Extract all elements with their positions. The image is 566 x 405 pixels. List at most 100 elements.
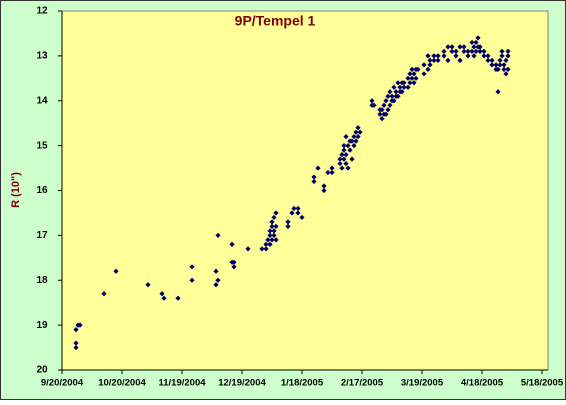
x-tick-label: 5/18/2005 <box>521 378 564 389</box>
data-point <box>453 48 459 54</box>
data-point <box>299 214 305 221</box>
data-point <box>385 93 391 99</box>
data-point <box>409 66 415 72</box>
data-point <box>369 98 375 104</box>
data-point <box>351 143 357 149</box>
data-point <box>395 93 401 99</box>
data-point <box>387 89 393 95</box>
data-point <box>311 174 317 180</box>
data-point <box>311 178 317 185</box>
x-tick-label: 10/20/2004 <box>98 378 146 389</box>
data-point <box>271 232 277 238</box>
data-point <box>401 84 407 90</box>
data-point <box>113 268 119 274</box>
x-tick-label: 9/20/2004 <box>41 378 84 389</box>
data-point <box>379 116 385 122</box>
data-point <box>475 35 481 41</box>
data-point <box>405 75 411 81</box>
data-point <box>395 80 401 86</box>
x-tick-label: 2/17/2005 <box>341 378 384 389</box>
x-tick-label: 4/18/2005 <box>461 378 504 389</box>
y-tick-label: 12 <box>36 6 48 17</box>
y-tick-label: 16 <box>36 185 48 196</box>
data-point <box>213 268 219 274</box>
data-point <box>405 84 411 90</box>
plot-area <box>61 10 549 371</box>
data-point <box>421 71 427 77</box>
data-point <box>273 237 279 243</box>
data-point <box>383 111 389 117</box>
data-point <box>145 282 151 288</box>
x-tick-label: 11/19/2004 <box>158 378 206 389</box>
data-point <box>389 93 395 99</box>
data-point <box>231 259 237 265</box>
data-point <box>329 165 335 171</box>
data-point <box>393 89 399 95</box>
data-point <box>493 62 499 68</box>
data-point <box>469 39 475 46</box>
data-point <box>339 152 345 158</box>
data-point <box>345 143 351 149</box>
data-point <box>427 62 433 68</box>
data-point <box>505 48 511 54</box>
data-point <box>503 57 509 63</box>
data-point <box>267 232 273 238</box>
data-point <box>489 57 495 63</box>
y-tick-label: 20 <box>36 365 48 376</box>
data-point <box>347 147 353 153</box>
data-point <box>485 57 491 63</box>
data-point <box>245 246 251 252</box>
x-tick-label: 12/19/2004 <box>218 378 266 389</box>
data-point <box>449 48 455 54</box>
data-point <box>269 219 275 225</box>
data-point <box>481 48 487 54</box>
data-point <box>73 344 79 351</box>
data-point <box>501 66 507 72</box>
y-tick-label: 13 <box>36 51 48 62</box>
data-point <box>291 205 297 212</box>
data-point <box>391 98 397 104</box>
data-point <box>343 134 349 140</box>
data-point <box>265 237 271 243</box>
data-point <box>383 98 389 104</box>
data-point <box>339 165 345 171</box>
data-point <box>411 80 417 86</box>
data-point <box>431 57 437 63</box>
data-point <box>343 152 349 158</box>
data-point <box>489 62 495 68</box>
y-tick-label: 17 <box>36 230 48 241</box>
y-tick-label: 18 <box>36 275 48 286</box>
data-point <box>77 322 83 328</box>
data-point <box>285 223 291 229</box>
data-point <box>271 214 277 221</box>
data-point <box>377 111 383 117</box>
data-point <box>343 160 349 167</box>
data-point <box>357 129 363 135</box>
data-point <box>73 340 79 346</box>
data-point <box>175 295 181 301</box>
data-point <box>259 246 265 252</box>
data-point <box>341 156 347 162</box>
data-point <box>471 44 477 50</box>
data-point <box>353 138 359 144</box>
data-point <box>445 44 451 50</box>
data-point <box>329 169 335 176</box>
data-point <box>461 48 467 54</box>
data-point <box>421 62 427 68</box>
data-point <box>503 71 509 77</box>
data-point <box>269 223 275 229</box>
data-point <box>453 53 459 59</box>
data-point <box>349 138 355 144</box>
data-point <box>295 210 301 216</box>
data-point <box>337 156 343 162</box>
data-point <box>189 277 195 283</box>
data-point <box>497 57 503 63</box>
data-point <box>159 291 165 297</box>
data-point <box>353 129 359 135</box>
data-point <box>457 44 463 50</box>
data-point <box>457 57 463 63</box>
data-point <box>465 48 471 54</box>
data-point <box>263 246 269 252</box>
data-point <box>407 71 413 77</box>
